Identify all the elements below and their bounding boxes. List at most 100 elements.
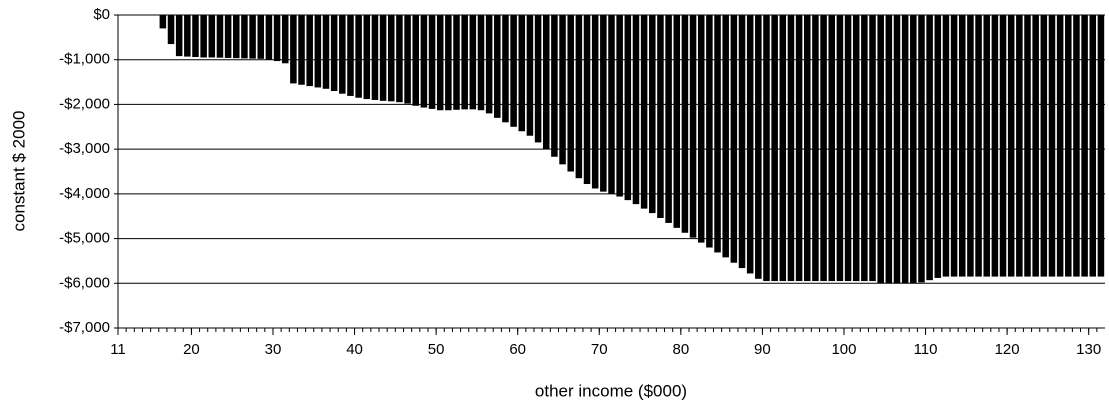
bar [518, 15, 526, 132]
x-tick-label: 20 [183, 341, 200, 358]
bar [1073, 15, 1080, 277]
bar [273, 15, 281, 62]
bar [861, 15, 868, 282]
bar [241, 15, 248, 59]
y-tick-label: -$6,000 [59, 274, 110, 291]
bar [298, 15, 305, 85]
bar [1007, 15, 1015, 277]
bar [559, 15, 566, 165]
y-tick-label: -$7,000 [59, 319, 110, 336]
bar [379, 15, 387, 101]
bar [249, 15, 256, 59]
bar [347, 15, 354, 96]
bar [1097, 15, 1105, 277]
bar [494, 15, 501, 118]
bar [233, 15, 240, 59]
bar [567, 15, 574, 172]
bar [542, 15, 550, 150]
bar [967, 15, 974, 277]
bar [314, 15, 322, 88]
bar [257, 15, 265, 59]
bar [1024, 15, 1031, 277]
bar [624, 15, 632, 201]
bar [404, 15, 411, 104]
bar [738, 15, 746, 269]
bar [396, 15, 403, 103]
x-tick-label: 80 [672, 341, 689, 358]
bar [991, 15, 999, 277]
bar [926, 15, 933, 281]
bar [1065, 15, 1072, 277]
bar [412, 15, 419, 106]
bar [877, 15, 884, 284]
bar [1016, 15, 1023, 277]
y-tick-label: -$3,000 [59, 140, 110, 157]
bar [445, 15, 452, 111]
bar [502, 15, 509, 123]
x-tick-label: 130 [1076, 341, 1101, 358]
bar [461, 15, 468, 110]
bar [983, 15, 990, 277]
bar [869, 15, 876, 282]
x-tick-label: 50 [428, 341, 445, 358]
bar [485, 15, 493, 114]
bar [167, 15, 175, 45]
bar [632, 15, 640, 205]
bar [779, 15, 787, 282]
bar [600, 15, 607, 192]
x-tick-label: 70 [591, 341, 608, 358]
bar [175, 15, 183, 57]
x-tick-label: 100 [831, 341, 856, 358]
bar [640, 15, 648, 209]
bar [820, 15, 827, 282]
y-tick-label: -$4,000 [59, 185, 110, 202]
bar [795, 15, 803, 282]
bar [184, 15, 191, 57]
bar [281, 15, 289, 64]
bar [551, 15, 558, 157]
bar [910, 15, 917, 284]
bar [510, 15, 517, 127]
bar [436, 15, 444, 111]
bar [363, 15, 371, 100]
x-tick-label: 30 [265, 341, 282, 358]
bar [534, 15, 542, 143]
bar [616, 15, 623, 197]
bar [918, 15, 925, 283]
x-axis-title: other income ($000) [535, 381, 687, 400]
bar [339, 15, 346, 94]
bar [893, 15, 901, 284]
bar [852, 15, 860, 282]
bar [420, 15, 428, 108]
bar [208, 15, 216, 58]
x-tick-label: 60 [509, 341, 526, 358]
bar [836, 15, 844, 282]
bar [583, 15, 591, 185]
bar [306, 15, 313, 87]
bar [681, 15, 689, 233]
bar [804, 15, 811, 282]
bar [469, 15, 477, 110]
bar [787, 15, 795, 282]
bar [192, 15, 199, 58]
bar [290, 15, 297, 84]
bar [665, 15, 672, 223]
bar [428, 15, 436, 109]
y-tick-label: -$1,000 [59, 51, 110, 68]
bar [950, 15, 958, 277]
bar [934, 15, 942, 278]
bar [812, 15, 819, 282]
bar [1040, 15, 1048, 277]
bar [763, 15, 770, 282]
bar [371, 15, 379, 100]
bar [673, 15, 681, 228]
bar [771, 15, 778, 282]
bar [885, 15, 893, 284]
bar [591, 15, 599, 189]
x-tick-label: 40 [346, 341, 363, 358]
bar [1048, 15, 1056, 277]
x-tick-label: 11 [110, 341, 126, 358]
bar [697, 15, 705, 243]
